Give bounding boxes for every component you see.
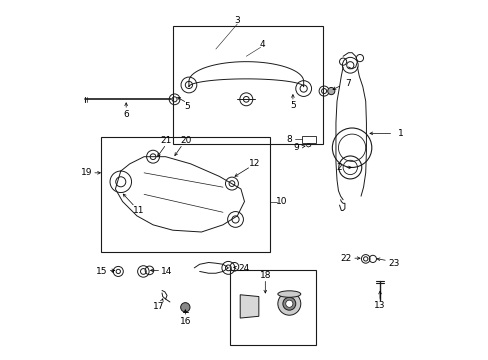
Circle shape xyxy=(180,303,190,312)
Text: 7: 7 xyxy=(345,80,351,89)
Text: 16: 16 xyxy=(179,317,191,326)
Text: 2: 2 xyxy=(336,163,342,172)
Text: 11: 11 xyxy=(133,206,144,215)
Polygon shape xyxy=(240,295,258,318)
Text: 5: 5 xyxy=(289,101,295,110)
Text: 15: 15 xyxy=(96,267,107,276)
Bar xyxy=(172,26,323,144)
Text: 13: 13 xyxy=(373,301,385,310)
Text: 1: 1 xyxy=(397,129,403,138)
Text: 20: 20 xyxy=(181,136,192,145)
Text: 21: 21 xyxy=(160,136,172,145)
Bar xyxy=(101,137,269,252)
Text: 23: 23 xyxy=(388,259,399,268)
Circle shape xyxy=(277,292,300,315)
Text: 9: 9 xyxy=(293,143,299,152)
Text: 24: 24 xyxy=(238,264,249,273)
Ellipse shape xyxy=(277,291,300,297)
Text: 18: 18 xyxy=(259,270,270,279)
Circle shape xyxy=(327,87,334,95)
Bar xyxy=(230,270,316,345)
Text: 22: 22 xyxy=(340,255,351,264)
Bar xyxy=(301,135,316,143)
Text: 17: 17 xyxy=(153,302,164,311)
Text: 4: 4 xyxy=(259,40,264,49)
Circle shape xyxy=(282,297,295,310)
Text: 8: 8 xyxy=(286,135,292,144)
Text: 10: 10 xyxy=(276,197,287,206)
Circle shape xyxy=(285,300,292,307)
Text: 6: 6 xyxy=(123,110,129,119)
Text: 19: 19 xyxy=(81,168,92,177)
Text: 3: 3 xyxy=(234,16,240,25)
Text: 5: 5 xyxy=(184,102,190,111)
Text: 14: 14 xyxy=(160,267,172,276)
Text: 12: 12 xyxy=(248,159,260,168)
